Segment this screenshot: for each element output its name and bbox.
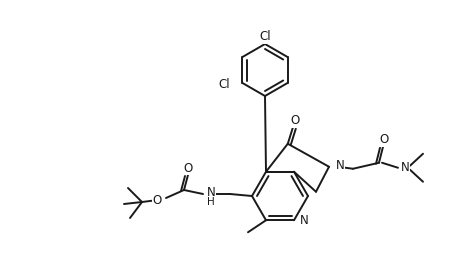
Text: N: N <box>401 161 409 174</box>
Text: N: N <box>300 214 309 227</box>
Text: O: O <box>184 162 192 174</box>
Text: N: N <box>206 187 215 199</box>
Text: H: H <box>207 197 215 207</box>
Text: N: N <box>336 159 345 172</box>
Text: O: O <box>153 194 162 206</box>
Text: O: O <box>379 133 389 146</box>
Text: Cl: Cl <box>259 30 271 44</box>
Text: Cl: Cl <box>259 30 271 44</box>
Text: O: O <box>290 114 300 127</box>
Text: Cl: Cl <box>219 78 231 92</box>
